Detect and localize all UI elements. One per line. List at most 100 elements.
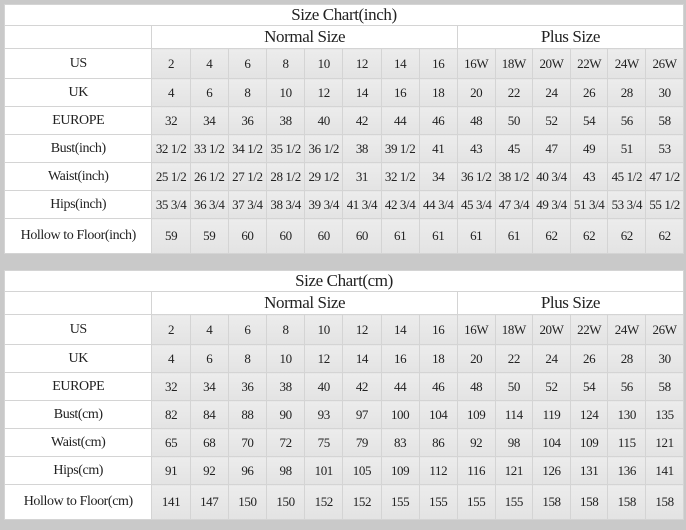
size-cell: 105 [342, 456, 382, 485]
size-cell: 119 [532, 400, 571, 429]
size-cell: 130 [607, 400, 647, 429]
size-cell: 62 [645, 218, 684, 254]
row-label: US [3, 314, 153, 345]
size-cell: 28 [607, 78, 647, 107]
size-cell: 53 3/4 [607, 190, 647, 219]
table-row: Hips(cm) 91 92 96 98 101 105 109 112 116 121 126 131… [3, 456, 684, 485]
table-row: US 2 4 6 8 10 12 14 16 16W 18W 20W 22W 24W 26W [3, 314, 684, 345]
size-cell: 36 1/2 [456, 162, 496, 191]
size-cell: 62 [532, 218, 571, 254]
size-cell: 97 [342, 400, 382, 429]
size-cell: 38 3/4 [265, 190, 306, 219]
size-cell: 109 [380, 456, 420, 485]
title-row: Size Chart(inch) [4, 4, 684, 26]
size-cell: 14 [342, 344, 382, 373]
size-cell: 32 [151, 106, 191, 135]
size-cell: 4 [189, 314, 229, 345]
size-cell: 22W [569, 48, 609, 79]
size-cell: 36 1/2 [304, 134, 344, 163]
size-cell: 60 [342, 218, 382, 254]
row-label: Hips(inch) [3, 190, 153, 219]
size-cell: 29 1/2 [304, 162, 344, 191]
size-cell: 36 3/4 [189, 190, 229, 219]
size-cell: 98 [265, 456, 306, 485]
size-cell: 8 [227, 344, 268, 373]
size-cell: 61 [380, 218, 420, 254]
size-cell: 53 [645, 134, 684, 163]
table-row: Waist(cm) 65 68 70 72 75 79 83 86 92 98 104 109 115 12… [3, 428, 684, 457]
size-cell: 35 3/4 [151, 190, 191, 219]
row-label: EUROPE [3, 372, 153, 401]
size-cell: 16W [456, 48, 496, 79]
size-cell: 121 [494, 456, 534, 485]
size-cell: 36 [227, 106, 268, 135]
size-cell: 61 [456, 218, 496, 254]
size-cell: 4 [151, 78, 191, 107]
size-cell: 44 [380, 372, 420, 401]
size-cell: 31 [342, 162, 382, 191]
size-cell: 136 [607, 456, 647, 485]
size-cell: 70 [227, 428, 268, 457]
size-cell: 83 [380, 428, 420, 457]
size-cell: 116 [456, 456, 496, 485]
size-cell: 8 [265, 48, 306, 79]
size-cell: 39 3/4 [304, 190, 344, 219]
size-cell: 84 [189, 400, 229, 429]
size-cell: 58 [645, 372, 684, 401]
size-cell: 50 [494, 106, 534, 135]
size-cell: 45 [494, 134, 534, 163]
size-cell: 40 [304, 372, 344, 401]
size-cell: 126 [532, 456, 571, 485]
table-row: EUROPE 32 34 36 38 40 42 44 46 48 50 52 54 56 58 [3, 372, 684, 401]
size-cell: 158 [569, 484, 609, 520]
size-cell: 158 [607, 484, 647, 520]
size-cell: 10 [304, 48, 344, 79]
size-cell: 32 1/2 [151, 134, 191, 163]
size-cell: 20W [532, 314, 571, 345]
size-cell: 58 [645, 106, 684, 135]
size-cell: 54 [569, 372, 609, 401]
size-cell: 44 3/4 [418, 190, 458, 219]
size-cell: 28 [607, 344, 647, 373]
size-cell: 158 [532, 484, 571, 520]
size-cell: 34 [189, 106, 229, 135]
size-cell: 34 1/2 [227, 134, 268, 163]
size-cell: 28 1/2 [265, 162, 306, 191]
size-cell: 22W [569, 314, 609, 345]
size-cell: 20 [456, 78, 496, 107]
size-cell: 91 [151, 456, 191, 485]
size-cell: 152 [304, 484, 344, 520]
size-cell: 10 [265, 78, 306, 107]
row-label: Bust(cm) [3, 400, 153, 429]
size-cell: 49 [569, 134, 609, 163]
size-cell: 20W [532, 48, 571, 79]
size-cell: 35 1/2 [265, 134, 306, 163]
size-cell: 26 [569, 344, 609, 373]
size-cell: 2 [151, 48, 191, 79]
size-cell: 101 [304, 456, 344, 485]
table-row: EUROPE 32 34 36 38 40 42 44 46 48 50 52 54 56 58 [3, 106, 684, 135]
size-cell: 32 1/2 [380, 162, 420, 191]
table-row: Hips(inch) 35 3/4 36 3/4 37 3/4 38 3/4 39 3/4… [3, 190, 684, 219]
size-cell: 45 1/2 [607, 162, 647, 191]
size-cell: 96 [227, 456, 268, 485]
size-cell: 59 [189, 218, 229, 254]
size-cell: 39 1/2 [380, 134, 420, 163]
size-cell: 104 [532, 428, 571, 457]
size-cell: 16 [380, 344, 420, 373]
size-cell: 82 [151, 400, 191, 429]
size-cell: 92 [189, 456, 229, 485]
size-cell: 16 [418, 314, 458, 345]
size-cell: 36 [227, 372, 268, 401]
size-cell: 30 [645, 344, 684, 373]
size-cell: 14 [380, 48, 420, 79]
group-normal-size: Normal Size [151, 25, 458, 49]
size-cell: 12 [304, 344, 344, 373]
size-cell: 141 [151, 484, 191, 520]
size-cell: 42 [342, 372, 382, 401]
size-cell: 16 [418, 48, 458, 79]
size-cell: 18W [494, 314, 534, 345]
table-row: Hollow to Floor(cm) 141 147 150 150 152 152 155… [3, 484, 684, 520]
size-cell: 16 [380, 78, 420, 107]
row-label: UK [3, 78, 153, 107]
